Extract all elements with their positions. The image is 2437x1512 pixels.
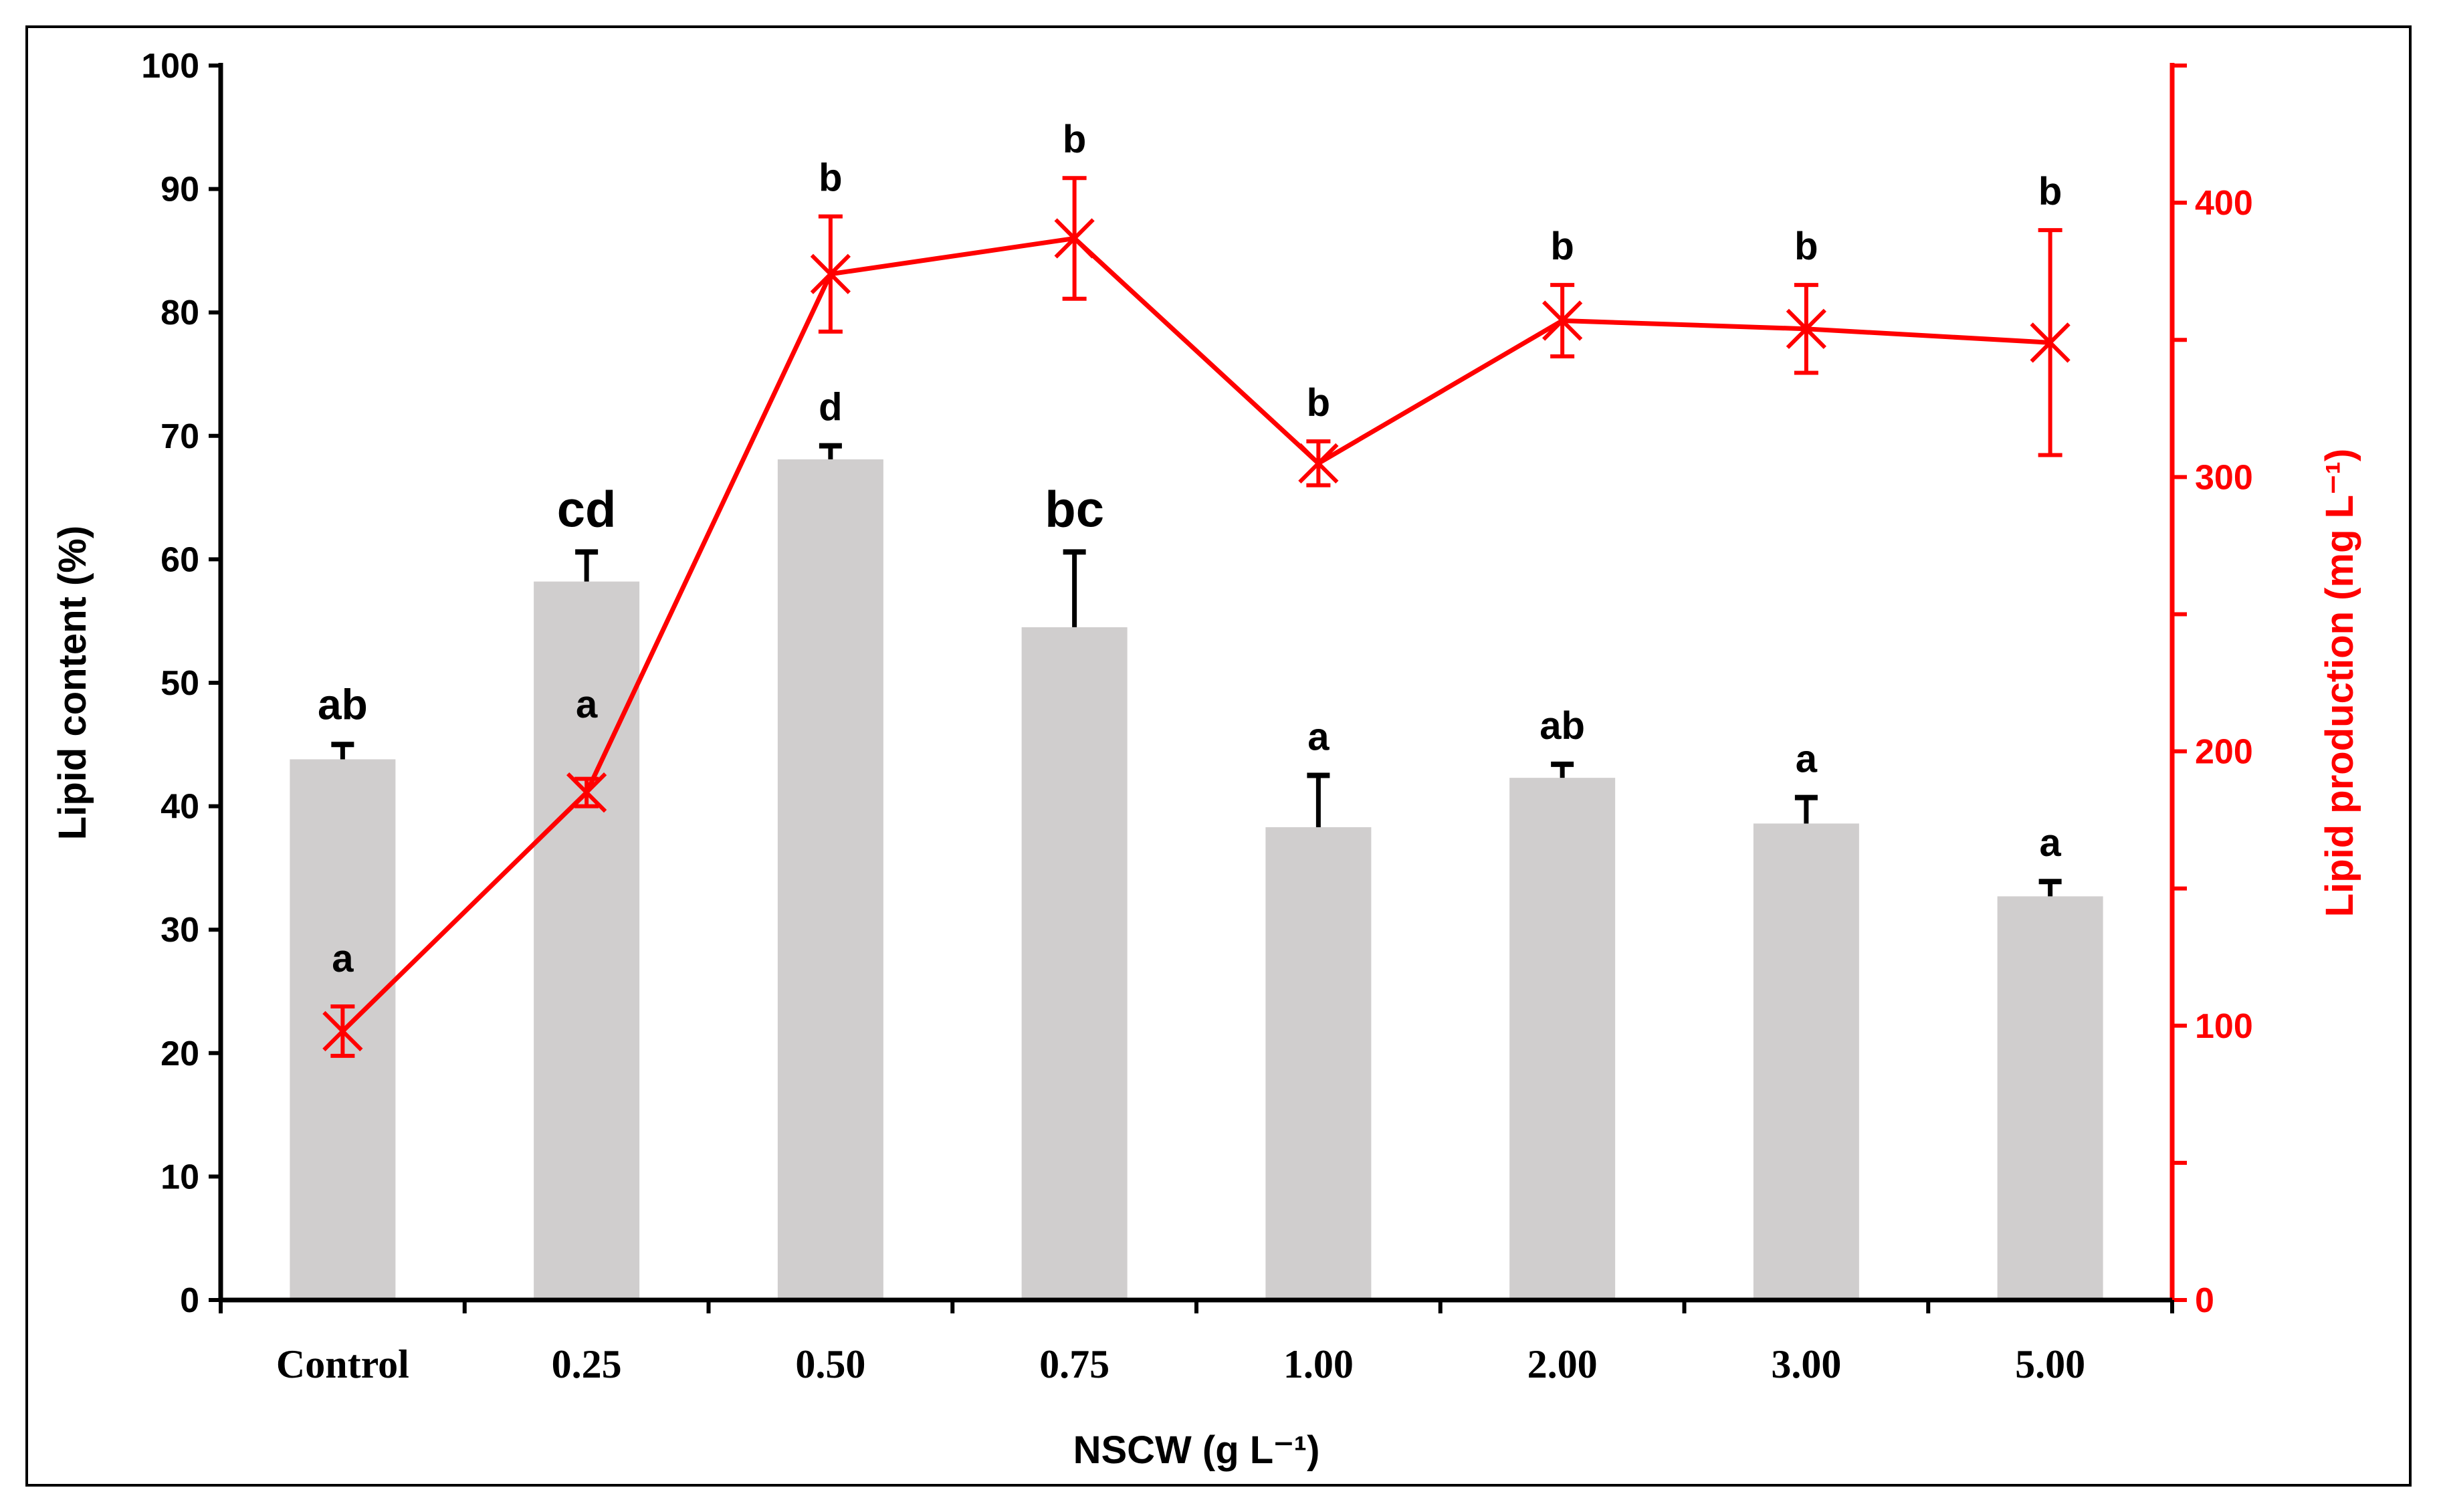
bar-6 — [1753, 823, 1859, 1300]
bar-2 — [777, 459, 883, 1300]
x-tick-label-7: 5.00 — [2015, 1342, 2085, 1386]
bar-letter-6: a — [1796, 738, 1818, 781]
line-marker-3 — [1054, 218, 1095, 259]
production-line — [340, 235, 2050, 1033]
line-marker-5 — [1542, 300, 1583, 341]
x-tick-label-2: 0.50 — [795, 1342, 865, 1386]
line-marker-6 — [1786, 308, 1827, 349]
x-tick-label-3: 0.75 — [1039, 1342, 1109, 1386]
line-marker-7 — [2030, 322, 2071, 363]
bar-7 — [1997, 896, 2103, 1300]
x-axis-title: NSCW (g L⁻¹) — [1073, 1428, 1320, 1472]
right-tick-label-3: 300 — [2195, 458, 2253, 497]
left-tick-label-2: 20 — [161, 1035, 199, 1073]
line-marker-2 — [810, 253, 851, 294]
left-tick-label-5: 50 — [161, 664, 199, 703]
left-tick-label-6: 60 — [161, 540, 199, 579]
bar-4 — [1265, 827, 1372, 1300]
x-tick-label-0: Control — [276, 1342, 409, 1386]
bars-layer — [290, 459, 2103, 1301]
bar-1 — [534, 581, 640, 1301]
x-tick-label-4: 1.00 — [1283, 1342, 1354, 1386]
line-marker-0 — [322, 1010, 363, 1052]
bar-letter-3: bc — [1045, 481, 1104, 538]
left-tick-label-10: 100 — [141, 47, 199, 86]
line-letter-5: b — [1550, 225, 1574, 268]
left-tick-label-4: 40 — [161, 788, 199, 827]
axes-layer: 0 10 20 30 40 50 60 70 80 90 100 0 100 200 300 400 Contr… — [51, 47, 2361, 1472]
left-tick-label-3: 30 — [161, 911, 199, 950]
left-tick-label-7: 70 — [161, 417, 199, 456]
x-tick-label-1: 0.25 — [552, 1342, 622, 1386]
left-tick-label-9: 90 — [161, 171, 199, 209]
line-letter-6: b — [1794, 225, 1818, 268]
left-tick-label-1: 10 — [161, 1158, 199, 1196]
line-marker-4 — [1298, 443, 1339, 483]
line-letter-7: b — [2038, 170, 2062, 213]
right-tick-label-0: 0 — [2195, 1281, 2214, 1320]
right-tick-label-4: 400 — [2195, 184, 2253, 223]
right-tick-label-2: 200 — [2195, 733, 2253, 772]
right-axis-title: Lipid production (mg L⁻¹) — [2318, 449, 2361, 917]
x-tick-label-6: 3.00 — [1771, 1342, 1841, 1386]
bar-5 — [1509, 778, 1616, 1300]
x-tick-label-5: 2.00 — [1527, 1342, 1598, 1386]
line-letter-0: a — [332, 937, 354, 980]
line-layer — [322, 176, 2071, 1058]
line-letter-1: a — [576, 683, 598, 726]
bar-letter-1: cd — [557, 481, 617, 538]
bar-letter-0: ab — [318, 680, 368, 728]
line-marker-1 — [566, 772, 607, 813]
left-axis-title: Lipid content (%) — [51, 526, 94, 840]
bar-letter-7: a — [2039, 821, 2061, 865]
bar-letter-4: a — [1307, 715, 1330, 758]
left-tick-label-8: 80 — [161, 294, 199, 332]
figure-frame — [25, 25, 2412, 1487]
line-letter-2: b — [819, 156, 842, 200]
bar-3 — [1021, 627, 1128, 1300]
bar-error-bars — [331, 443, 2062, 897]
left-tick-label-0: 0 — [180, 1281, 199, 1320]
right-tick-label-1: 100 — [2195, 1007, 2253, 1046]
bar-letter-2: d — [819, 386, 842, 429]
bar-letter-5: ab — [1540, 704, 1585, 748]
line-letter-4: b — [1307, 381, 1330, 425]
line-letter-3: b — [1063, 118, 1086, 161]
